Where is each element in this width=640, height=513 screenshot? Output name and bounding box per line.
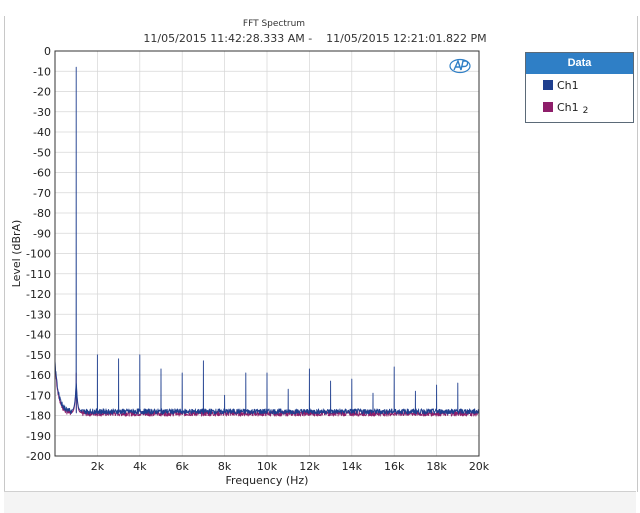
x-tick-label: 14k <box>342 460 363 473</box>
x-tick-label: 18k <box>426 460 447 473</box>
y-tick-label: -100 <box>26 248 51 261</box>
y-tick-label: -30 <box>33 106 51 119</box>
series-line-ch1 <box>54 66 480 415</box>
x-tick-label: 2k <box>91 460 105 473</box>
y-tick-label: -70 <box>33 187 51 200</box>
y-tick-label: -10 <box>33 65 51 78</box>
plot-area-border <box>54 50 480 457</box>
y-tick-label: 0 <box>44 45 51 58</box>
y-tick-label: -20 <box>33 86 51 99</box>
y-tick-label: -180 <box>26 410 51 423</box>
legend-item-ch1[interactable]: Ch1 <box>526 74 633 96</box>
y-tick-label: -160 <box>26 369 51 382</box>
legend-item-ch1-2[interactable]: Ch1 2 <box>526 96 633 118</box>
legend-label-ch1: Ch1 <box>557 78 579 92</box>
bottom-bar <box>4 491 636 513</box>
legend-swatch-ch1-2 <box>543 102 553 112</box>
chart-subtitle: 11/05/2015 11:42:28.333 AM - 11/05/2015 … <box>143 32 487 45</box>
x-tick-label: 6k <box>176 460 190 473</box>
y-tick-label: -200 <box>26 450 51 463</box>
y-tick-label: -170 <box>26 389 51 402</box>
legend-title: Data <box>526 53 633 74</box>
legend-subscript-ch1-2: 2 <box>582 106 589 116</box>
x-tick-label: 20k <box>469 460 490 473</box>
y-tick-label: -140 <box>26 329 51 342</box>
x-tick-label: 12k <box>299 460 320 473</box>
legend-swatch-ch1 <box>543 80 553 90</box>
y-tick-label: -110 <box>26 268 51 281</box>
legend: Data Ch1 Ch1 2 <box>525 52 634 123</box>
chart-title: FFT Spectrum <box>242 19 306 29</box>
y-tick-label: -60 <box>33 167 51 180</box>
x-tick-label: 4k <box>133 460 147 473</box>
y-tick-label: -50 <box>33 146 51 159</box>
x-axis-label: Frequency (Hz) <box>226 474 309 487</box>
legend-label-ch1-2: Ch1 <box>557 100 579 114</box>
x-tick-label: 8k <box>218 460 232 473</box>
y-tick-label: -130 <box>26 308 51 321</box>
chart-frame <box>4 16 638 492</box>
y-tick-label: -120 <box>26 288 51 301</box>
y-axis-label: Level (dBrA) <box>10 220 23 288</box>
x-tick-label: 10k <box>257 460 278 473</box>
y-tick-label: -80 <box>33 207 51 220</box>
ap-logo-icon <box>449 58 471 74</box>
x-tick-label: 16k <box>384 460 405 473</box>
y-tick-label: -90 <box>33 227 51 240</box>
y-tick-label: -190 <box>26 430 51 443</box>
y-tick-label: -150 <box>26 349 51 362</box>
y-tick-label: -40 <box>33 126 51 139</box>
